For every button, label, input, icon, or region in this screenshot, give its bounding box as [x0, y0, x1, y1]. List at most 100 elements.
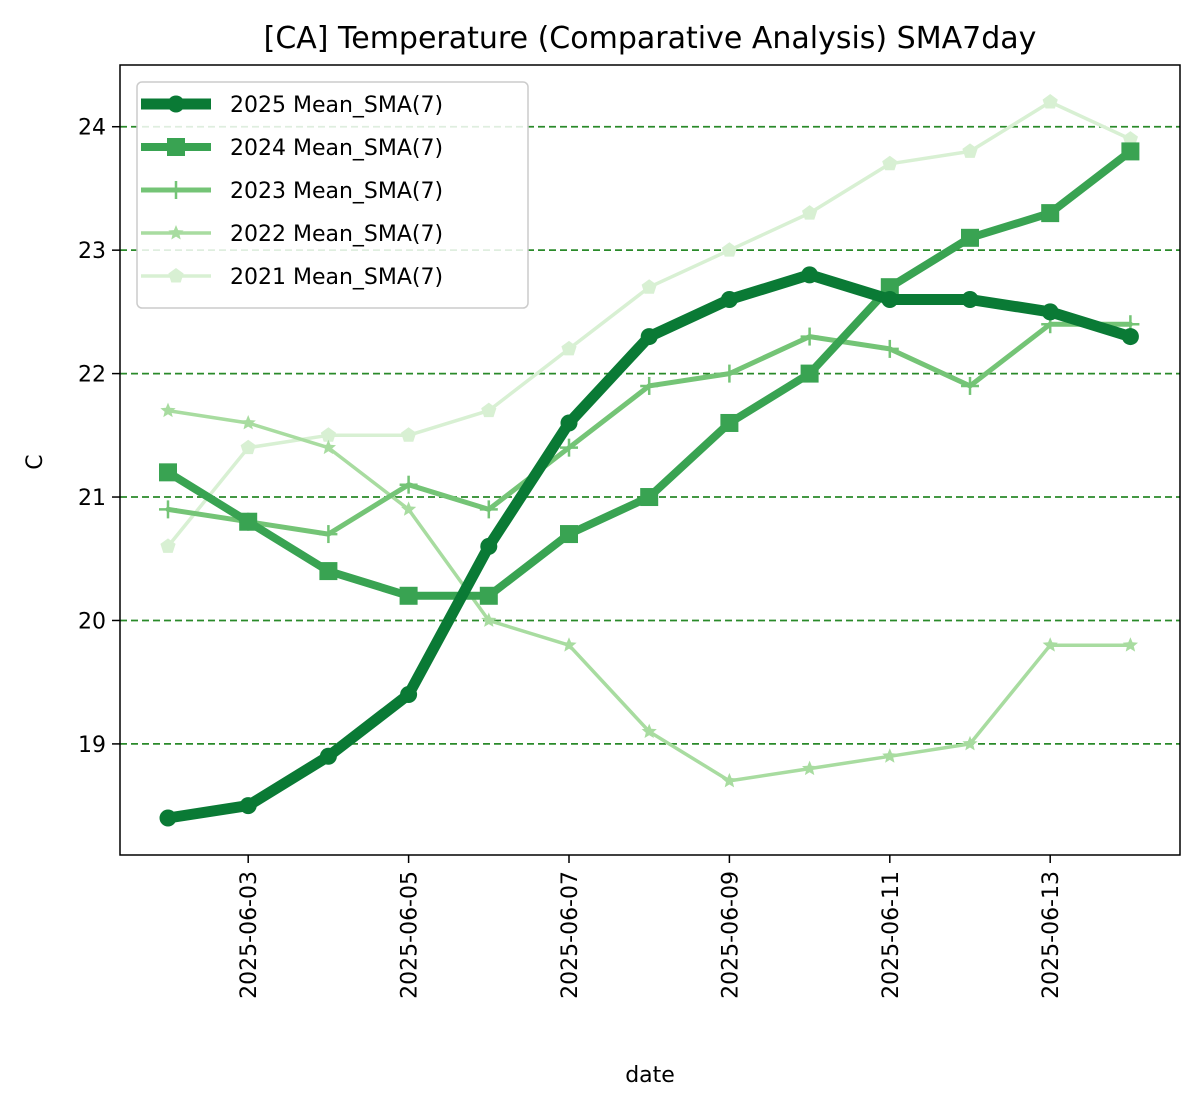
data-point-2022 [721, 772, 737, 788]
data-point-2021 [721, 242, 737, 257]
y-tick-label: 20 [78, 609, 106, 634]
data-point-2021 [1122, 131, 1138, 146]
data-point-2021 [882, 155, 898, 171]
series-layer [159, 94, 1140, 827]
x-tick-label: 2025-06-07 [558, 871, 583, 999]
series-line-2025 [162, 269, 1136, 824]
legend-marker [168, 225, 184, 240]
x-tick-label: 2025-06-13 [1039, 871, 1064, 999]
data-point-2025 [319, 747, 337, 765]
legend: 2025 Mean_SMA(7) 2024 Mean_SMA(7) 2023 Mea… [136, 81, 529, 309]
data-point-2024 [640, 488, 659, 507]
data-point-2022 [882, 748, 898, 763]
data-point-2022 [802, 760, 818, 776]
legend-marker [167, 181, 185, 199]
data-point-2025 [159, 809, 177, 827]
y-tick-label: 19 [78, 733, 106, 758]
series-2021 [160, 94, 1138, 553]
y-axis-label: C [23, 454, 48, 469]
data-point-2023 [640, 376, 659, 395]
y-tick-label: 23 [78, 239, 106, 264]
y-axis: 19 20 21 22 23 24 [78, 116, 120, 758]
legend-marker [167, 95, 185, 113]
legend-box [136, 81, 529, 309]
data-point-2024 [1041, 204, 1060, 223]
y-tick-label: 22 [78, 363, 106, 388]
data-point-2023 [319, 525, 338, 544]
x-tick-label: 2025-06-05 [398, 871, 423, 999]
data-point-2021 [962, 143, 978, 158]
data-point-2021 [320, 427, 336, 442]
data-point-2023 [560, 438, 578, 457]
data-point-2023 [720, 364, 739, 383]
data-point-2021 [641, 279, 657, 294]
data-point-2021 [240, 439, 256, 455]
series-2022 [160, 402, 1138, 788]
legend-label: 2025 Mean_SMA(7) [230, 93, 443, 118]
data-point-2024 [1121, 142, 1140, 161]
data-point-2024 [239, 512, 258, 531]
data-point-2023 [961, 376, 979, 395]
legend-label: 2021 Mean_SMA(7) [230, 265, 443, 290]
legend-marker [167, 138, 185, 156]
y-tick-label: 24 [78, 116, 106, 141]
data-point-2024 [961, 228, 979, 247]
data-point-2025 [881, 291, 899, 309]
data-point-2025 [720, 291, 738, 309]
data-point-2022 [401, 501, 417, 516]
data-point-2025 [1121, 328, 1139, 346]
data-point-2023 [399, 475, 418, 494]
data-point-2024 [479, 586, 498, 605]
data-point-2025 [560, 414, 578, 432]
legend-entry: 2024 Mean_SMA(7) [141, 136, 443, 161]
x-tick-label: 2025-06-11 [879, 871, 904, 999]
data-point-2023 [800, 327, 819, 346]
data-point-2025 [239, 797, 257, 815]
plot-frame [119, 64, 1181, 856]
data-point-2025 [961, 291, 979, 309]
series-2024 [159, 142, 1140, 605]
data-point-2024 [319, 562, 338, 581]
data-point-2022 [561, 637, 577, 652]
data-point-2021 [561, 340, 577, 356]
data-point-2022 [1042, 637, 1058, 652]
data-point-2021 [481, 402, 497, 418]
data-point-2022 [641, 723, 657, 738]
legend-label: 2022 Mean_SMA(7) [230, 222, 443, 247]
x-axis: 2025-06-03 2025-06-05 2025-06-07 2025-06-09… [237, 855, 1064, 999]
data-point-2024 [560, 525, 578, 544]
legend-entry: 2023 Mean_SMA(7) [141, 179, 443, 204]
data-point-2024 [800, 364, 819, 383]
data-point-2024 [880, 278, 899, 297]
data-point-2022 [962, 735, 978, 751]
legend-entry: 2022 Mean_SMA(7) [141, 222, 443, 247]
data-point-2025 [640, 328, 658, 346]
data-point-2021 [1042, 94, 1058, 109]
legend-label: 2023 Mean_SMA(7) [230, 179, 443, 204]
data-point-2024 [399, 586, 418, 605]
data-point-2025 [400, 686, 418, 704]
data-point-2022 [320, 439, 336, 455]
chart-title: [CA] Temperature (Comparative Analysis) … [264, 21, 1037, 56]
data-point-2022 [240, 415, 256, 430]
legend-label: 2024 Mean_SMA(7) [230, 136, 443, 161]
y-tick-label: 21 [78, 486, 106, 511]
data-point-2024 [159, 463, 177, 482]
x-tick-label: 2025-06-03 [237, 871, 262, 999]
data-point-2022 [160, 402, 176, 418]
data-point-2025 [480, 537, 498, 555]
data-point-2021 [160, 538, 176, 553]
data-point-2021 [802, 205, 818, 220]
data-point-2021 [401, 427, 417, 442]
legend-entry: 2021 Mean_SMA(7) [141, 265, 443, 290]
series-2025 [159, 266, 1139, 827]
data-point-2022 [481, 612, 497, 627]
data-point-2025 [1041, 303, 1059, 321]
legend-marker [168, 268, 184, 283]
data-point-2023 [880, 339, 899, 358]
x-tick-label: 2025-06-09 [718, 871, 743, 999]
series-2023 [159, 315, 1140, 544]
x-axis-label: date [625, 1063, 675, 1088]
data-point-2023 [479, 500, 498, 519]
